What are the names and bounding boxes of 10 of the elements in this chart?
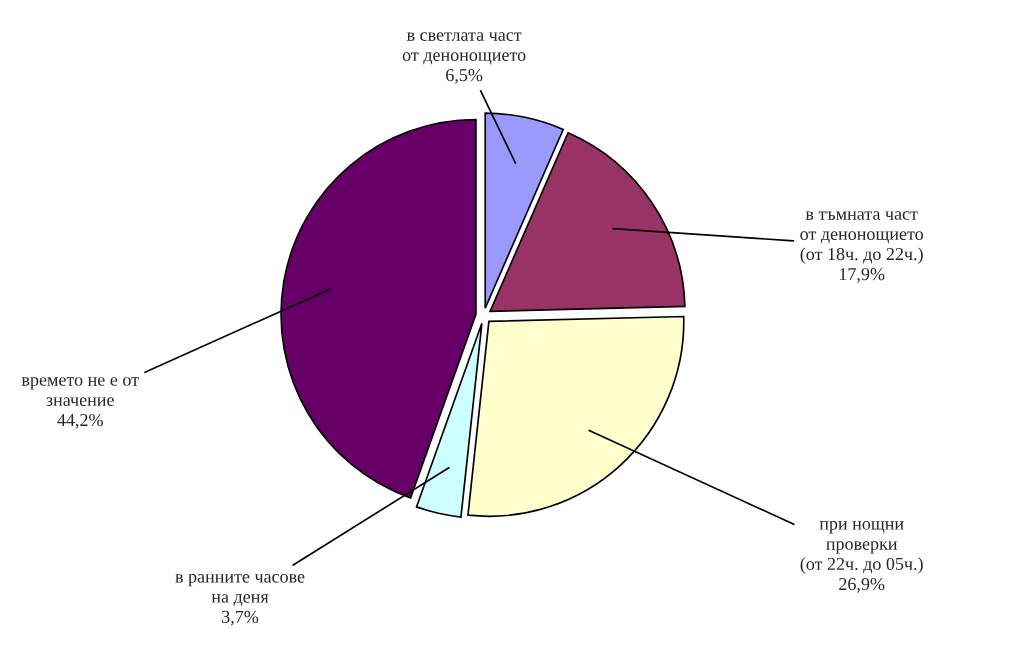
data-label: 26,9% bbox=[839, 577, 885, 593]
data-label: 3,7% bbox=[222, 610, 259, 626]
slice-label: при нощни проверки (от 22ч. до 05ч.) bbox=[800, 521, 923, 574]
slice-label: в светлата част от денонощието bbox=[402, 32, 526, 65]
slice-label: в ранните часове на деня bbox=[175, 573, 305, 607]
data-label: 44,2% bbox=[57, 413, 103, 429]
data-label: 17,9% bbox=[839, 268, 885, 283]
data-label: 6,5% bbox=[446, 68, 483, 84]
slice-label: в тъмната част от денонощието (от 18ч. до 22ч.) bbox=[800, 211, 923, 264]
slice-label: времето не е от значение bbox=[21, 377, 139, 406]
